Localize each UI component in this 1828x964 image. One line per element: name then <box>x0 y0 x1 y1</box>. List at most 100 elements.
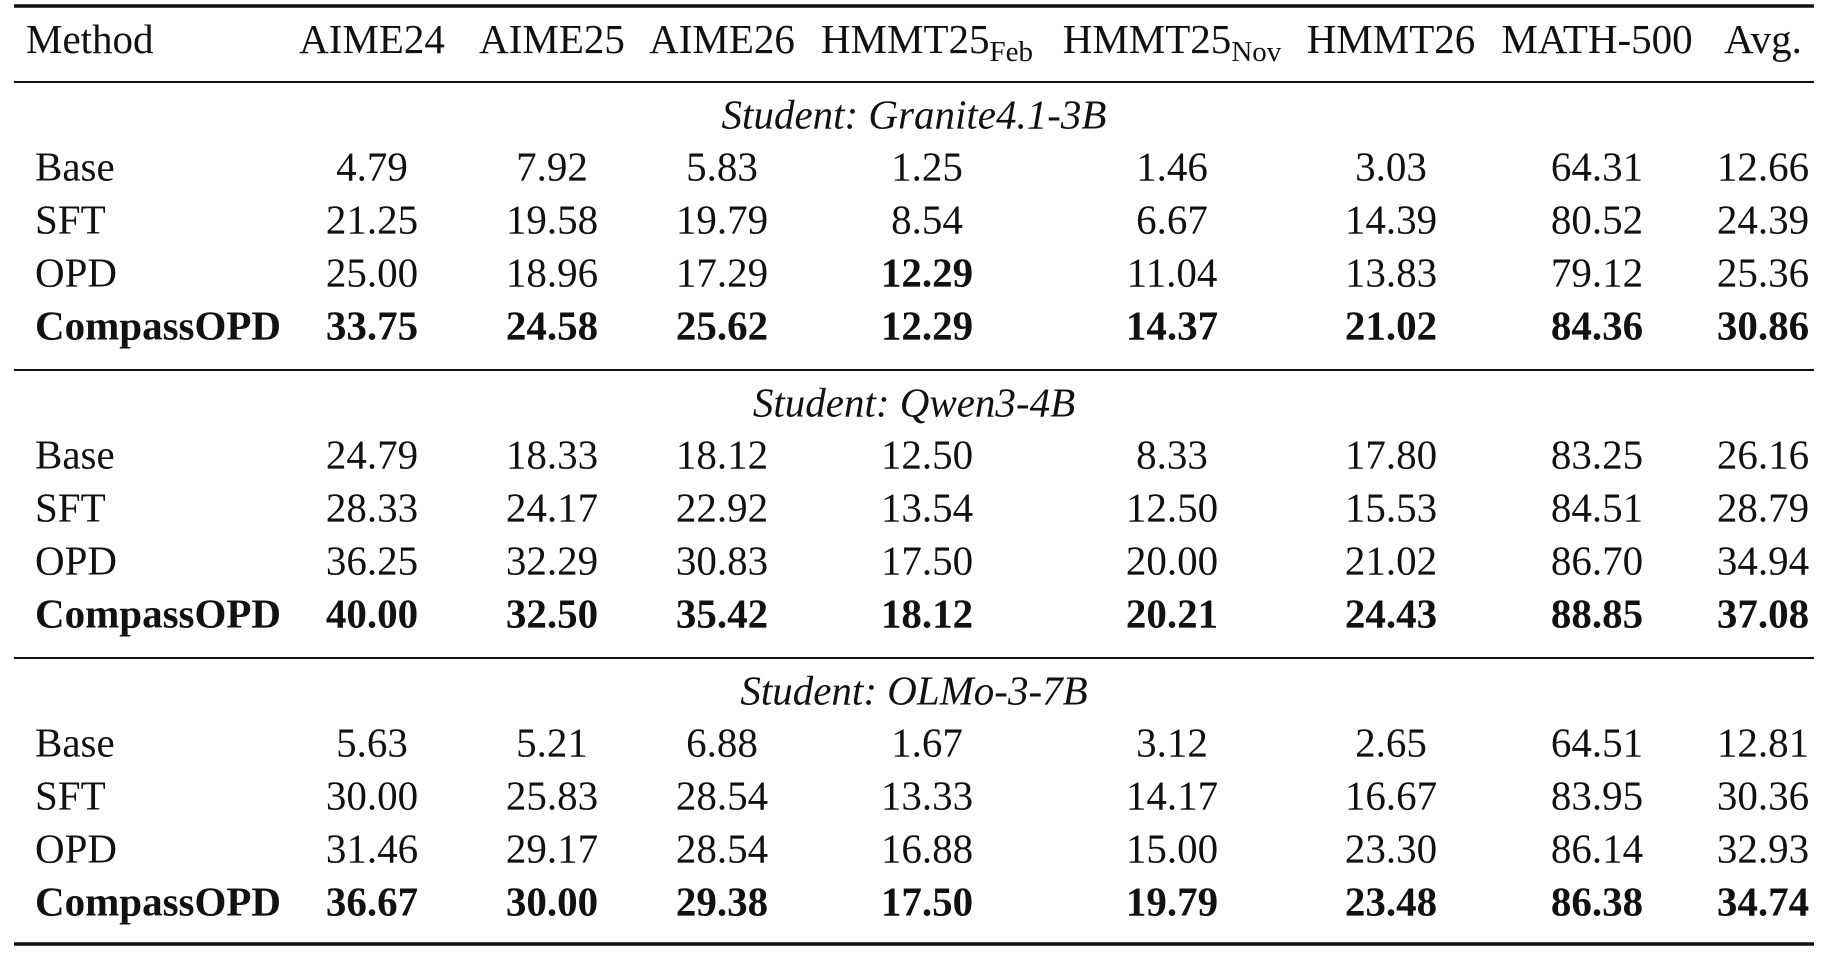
cell-value: 12.29 <box>881 302 973 348</box>
cell-value: 37.08 <box>1717 590 1809 636</box>
header-text: Avg. <box>1724 16 1802 62</box>
method-name: SFT <box>35 196 106 242</box>
method-name: OPD <box>35 537 117 583</box>
cell-value: 13.83 <box>1345 249 1437 295</box>
cell-value: 64.51 <box>1551 719 1643 765</box>
cell-value: 64.31 <box>1551 143 1643 189</box>
cell-value: 12.81 <box>1717 719 1809 765</box>
header-text: AIME26 <box>649 16 795 62</box>
cell-value: 13.54 <box>881 484 973 530</box>
cell-value: 32.50 <box>506 590 598 636</box>
cell-value: 35.42 <box>676 590 768 636</box>
cell-value: 36.25 <box>326 537 418 583</box>
cell-value: 34.94 <box>1717 537 1809 583</box>
cell-value: 6.67 <box>1136 196 1208 242</box>
cell-value: 11.04 <box>1127 249 1218 295</box>
cell-value: 17.29 <box>676 249 768 295</box>
cell-value: 26.16 <box>1717 431 1809 477</box>
cell-value: 14.37 <box>1126 302 1218 348</box>
cell-value: 83.95 <box>1551 772 1643 818</box>
cell-value: 28.54 <box>676 825 768 871</box>
cell-value: 17.80 <box>1345 431 1437 477</box>
cell-value: 40.00 <box>326 590 418 636</box>
cell-value: 32.93 <box>1717 825 1809 871</box>
cell-value: 21.02 <box>1345 537 1437 583</box>
cell-value: 4.79 <box>336 143 408 189</box>
cell-value: 79.12 <box>1551 249 1643 295</box>
cell-value: 84.36 <box>1551 302 1643 348</box>
cell-value: 29.38 <box>676 878 768 924</box>
cell-value: 20.00 <box>1126 537 1218 583</box>
cell-value: 20.21 <box>1126 590 1218 636</box>
cell-value: 12.66 <box>1717 143 1809 189</box>
method-name: Base <box>35 719 115 765</box>
cell-value: 30.00 <box>326 772 418 818</box>
group-title: Student: Qwen3-4B <box>753 379 1075 425</box>
cell-value: 8.54 <box>891 196 963 242</box>
column-header: AIME24 <box>299 16 445 62</box>
method-name: SFT <box>35 772 106 818</box>
cell-value: 23.48 <box>1345 878 1437 924</box>
cell-value: 1.25 <box>891 143 963 189</box>
cell-value: 12.50 <box>1126 484 1218 530</box>
cell-value: 1.67 <box>891 719 963 765</box>
cell-value: 14.17 <box>1126 772 1218 818</box>
cell-value: 8.33 <box>1136 431 1208 477</box>
cell-value: 12.50 <box>881 431 973 477</box>
cell-value: 33.75 <box>326 302 418 348</box>
cell-value: 21.02 <box>1345 302 1437 348</box>
column-header: HMMT25Feb <box>821 16 1033 67</box>
cell-value: 88.85 <box>1551 590 1643 636</box>
cell-value: 5.83 <box>686 143 758 189</box>
column-header: AIME25 <box>479 16 625 62</box>
cell-value: 25.00 <box>326 249 418 295</box>
method-name: CompassOPD <box>35 302 281 348</box>
cell-value: 24.79 <box>326 431 418 477</box>
cell-value: 3.12 <box>1136 719 1208 765</box>
cell-value: 23.30 <box>1345 825 1437 871</box>
cell-value: 15.00 <box>1126 825 1218 871</box>
method-name: CompassOPD <box>35 878 281 924</box>
cell-value: 84.51 <box>1551 484 1643 530</box>
cell-value: 86.70 <box>1551 537 1643 583</box>
method-name: SFT <box>35 484 106 530</box>
header-text: AIME25 <box>479 16 625 62</box>
cell-value: 6.88 <box>686 719 758 765</box>
cell-value: 28.33 <box>326 484 418 530</box>
cell-value: 5.63 <box>336 719 408 765</box>
column-header: HMMT26 <box>1307 16 1476 62</box>
cell-value: 18.12 <box>676 431 768 477</box>
cell-value: 36.67 <box>326 878 418 924</box>
cell-value: 15.53 <box>1345 484 1437 530</box>
cell-value: 22.92 <box>676 484 768 530</box>
cell-value: 80.52 <box>1551 196 1643 242</box>
cell-value: 14.39 <box>1345 196 1437 242</box>
cell-value: 21.25 <box>326 196 418 242</box>
cell-value: 19.58 <box>506 196 598 242</box>
cell-value: 30.86 <box>1717 302 1809 348</box>
header-subscript: Nov <box>1231 36 1281 68</box>
cell-value: 18.12 <box>881 590 973 636</box>
cell-value: 19.79 <box>676 196 768 242</box>
group-title: Student: OLMo-3-7B <box>740 667 1087 713</box>
cell-value: 24.17 <box>506 484 598 530</box>
cell-value: 18.33 <box>506 431 598 477</box>
column-header: MATH-500 <box>1501 16 1692 62</box>
cell-value: 24.58 <box>506 302 598 348</box>
cell-value: 30.83 <box>676 537 768 583</box>
header-text: HMMT25 <box>1063 16 1232 62</box>
cell-value: 16.88 <box>881 825 973 871</box>
cell-value: 1.46 <box>1136 143 1208 189</box>
header-text: AIME24 <box>299 16 445 62</box>
method-name: CompassOPD <box>35 590 281 636</box>
column-header: AIME26 <box>649 16 795 62</box>
header-text: Method <box>26 16 154 62</box>
cell-value: 19.79 <box>1126 878 1218 924</box>
method-name: OPD <box>35 249 117 295</box>
cell-value: 86.38 <box>1551 878 1643 924</box>
cell-value: 24.43 <box>1345 590 1437 636</box>
cell-value: 2.65 <box>1355 719 1427 765</box>
cell-value: 25.83 <box>506 772 598 818</box>
group-title: Student: Granite4.1-3B <box>722 91 1107 137</box>
